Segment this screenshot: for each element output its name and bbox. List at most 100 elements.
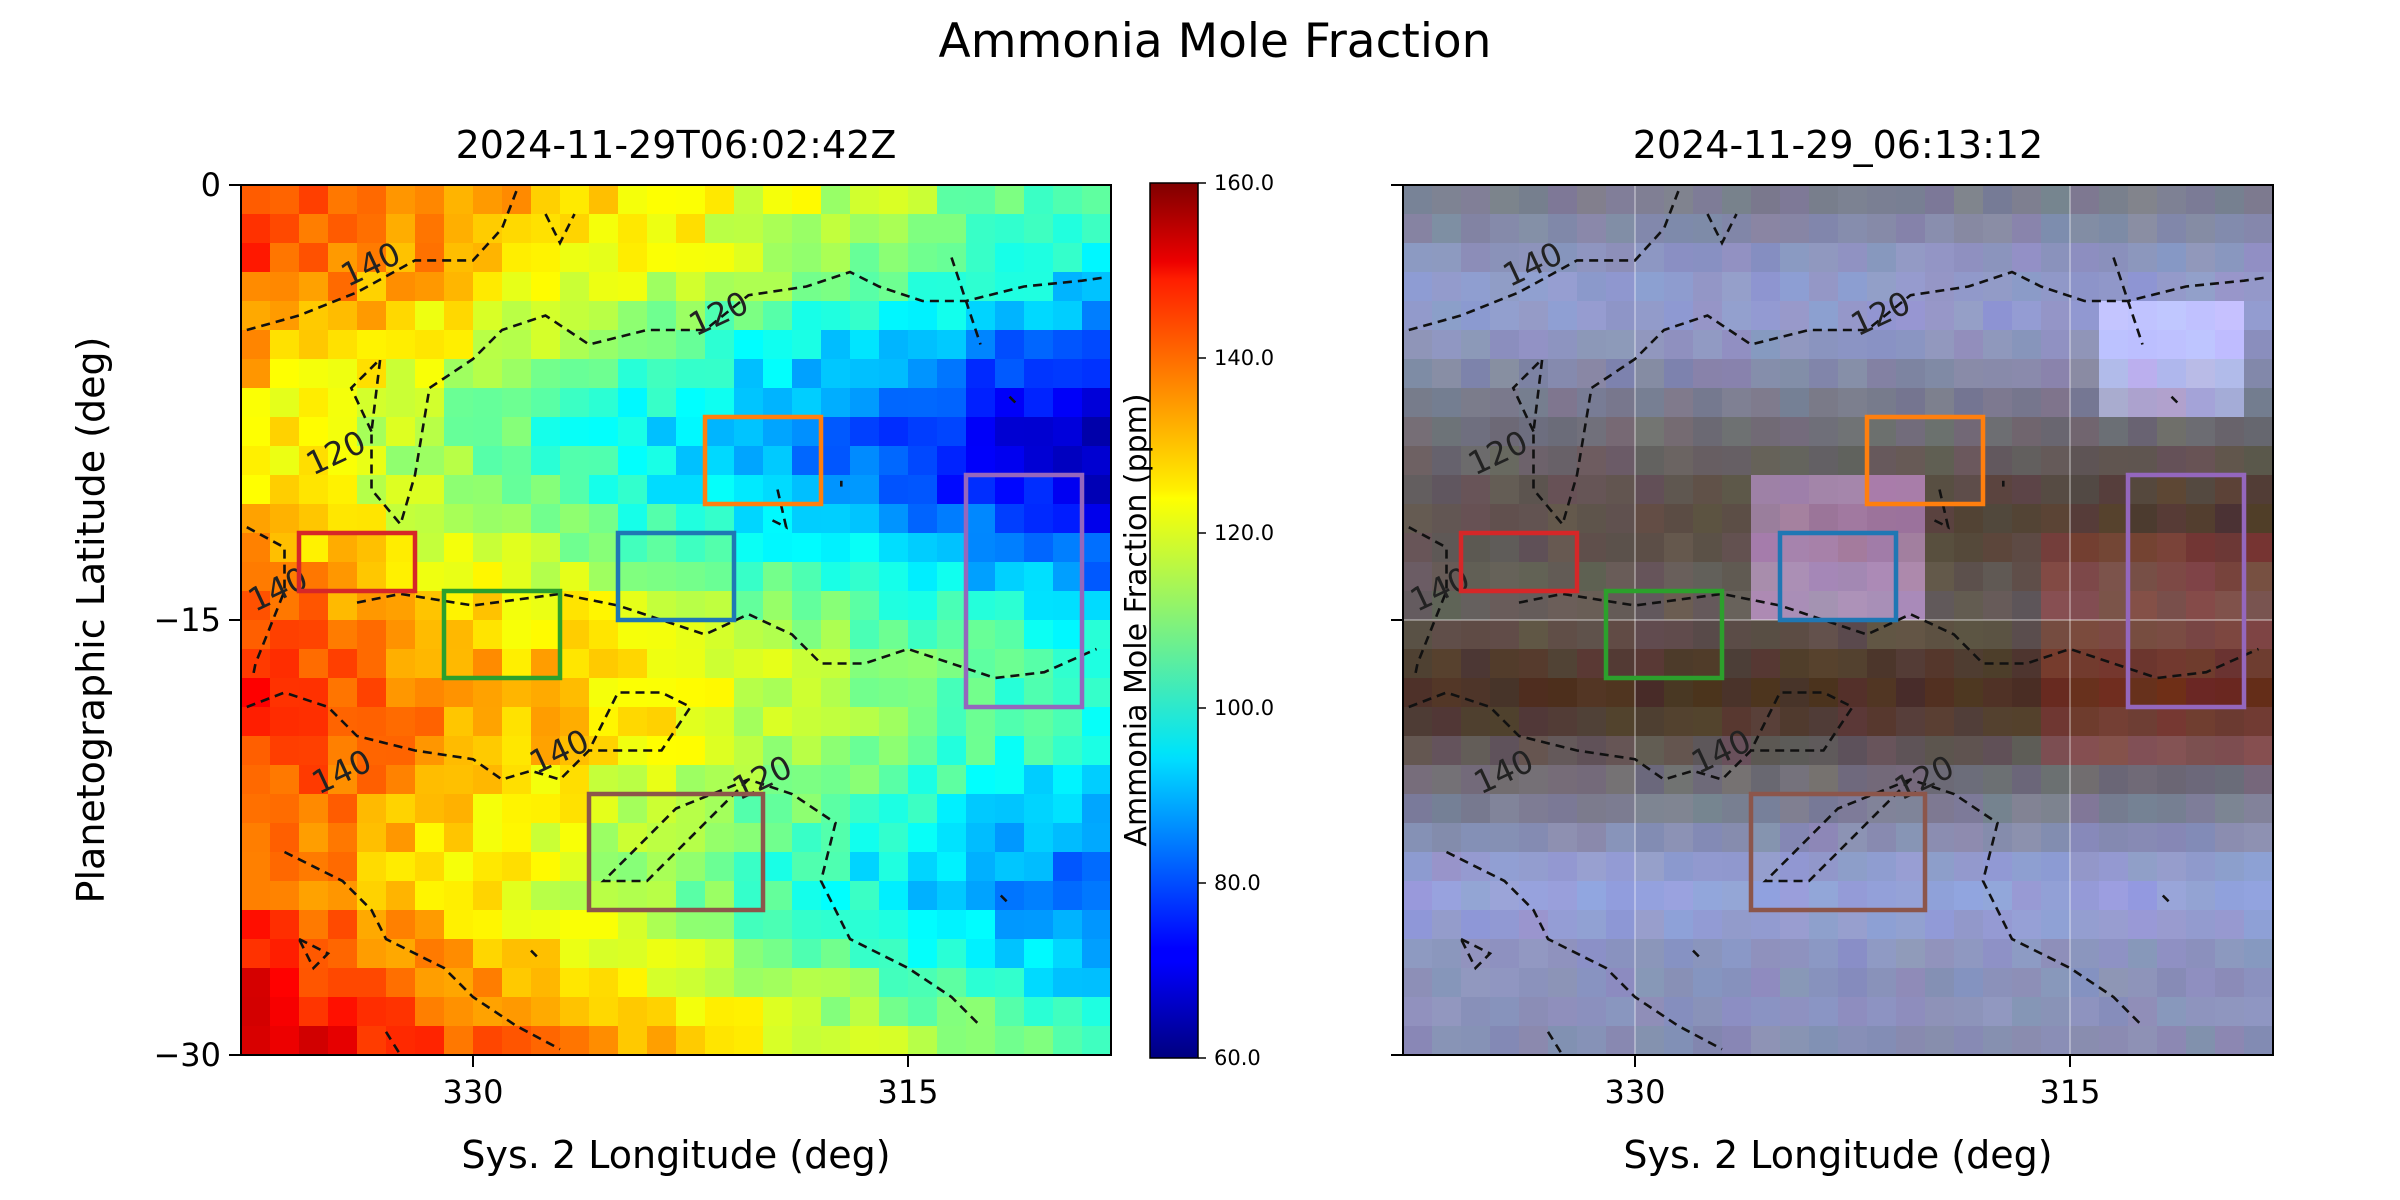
context-pixel — [1664, 707, 1694, 737]
context-pixel — [2012, 591, 2042, 621]
context-pixel — [1693, 910, 1723, 940]
heatmap-cell — [270, 359, 300, 389]
context-pixel — [1809, 359, 1839, 389]
heatmap-cell — [560, 330, 590, 360]
context-pixel — [1925, 185, 1955, 215]
context-pixel — [1809, 301, 1839, 331]
context-pixel — [1432, 765, 1462, 795]
heatmap-cell — [531, 446, 561, 476]
heatmap-cell — [879, 272, 909, 302]
heatmap-cell — [560, 214, 590, 244]
heatmap-cell — [937, 446, 967, 476]
context-pixel — [1664, 678, 1694, 708]
context-pixel — [2186, 475, 2216, 505]
context-pixel — [1432, 852, 1462, 882]
heatmap-cell — [241, 678, 271, 708]
heatmap-cell — [560, 997, 590, 1027]
heatmap-cell — [473, 475, 503, 505]
context-pixel — [1838, 185, 1868, 215]
context-pixel — [1519, 1026, 1549, 1055]
context-pixel — [2244, 823, 2273, 853]
heatmap-cell — [1053, 939, 1083, 969]
heatmap-cell — [357, 185, 387, 215]
context-pixel — [1577, 997, 1607, 1027]
heatmap-cell — [821, 707, 851, 737]
heatmap-cell — [966, 707, 996, 737]
context-pixel — [1490, 562, 1520, 592]
heatmap-cell — [821, 243, 851, 273]
heatmap-cell — [241, 330, 271, 360]
heatmap-cell — [821, 562, 851, 592]
context-pixel — [1751, 214, 1781, 244]
context-pixel — [2070, 214, 2100, 244]
context-pixel — [1809, 214, 1839, 244]
context-pixel — [2070, 939, 2100, 969]
y-tick-label: −30 — [153, 1036, 221, 1074]
context-pixel — [1461, 388, 1491, 418]
context-pixel — [2128, 765, 2158, 795]
context-pixel — [1635, 620, 1665, 650]
heatmap-cell — [647, 968, 677, 998]
heatmap-cell — [937, 997, 967, 1027]
heatmap-cell — [705, 417, 735, 447]
heatmap-cell — [1024, 330, 1054, 360]
heatmap-cell — [560, 968, 590, 998]
heatmap-cell — [966, 562, 996, 592]
heatmap-cell — [386, 214, 416, 244]
context-pixel — [2041, 997, 2071, 1027]
heatmap-cell — [676, 504, 706, 534]
heatmap-cell — [1024, 968, 1054, 998]
context-pixel — [1519, 852, 1549, 882]
heatmap-cell — [560, 881, 590, 911]
heatmap-cell — [734, 881, 764, 911]
context-pixel — [1519, 678, 1549, 708]
context-pixel — [1954, 446, 1984, 476]
context-pixel — [2157, 359, 2187, 389]
context-pixel — [1432, 649, 1462, 679]
context-pixel — [1461, 562, 1491, 592]
context-pixel — [1432, 823, 1462, 853]
context-pixel — [1896, 620, 1926, 650]
context-pixel — [1519, 794, 1549, 824]
heatmap-cell — [676, 736, 706, 766]
contour-line — [1692, 949, 1700, 958]
context-pixel — [2215, 591, 2245, 621]
region-box-red — [1458, 530, 1580, 594]
context-pixel — [1635, 214, 1665, 244]
heatmap-cell — [734, 852, 764, 882]
heatmap-cell — [386, 939, 416, 969]
heatmap-cell — [444, 997, 474, 1027]
context-pixel — [1780, 968, 1810, 998]
heatmap-cell — [1024, 910, 1054, 940]
heatmap-cell — [821, 678, 851, 708]
heatmap-cell — [676, 359, 706, 389]
context-pixel — [2244, 417, 2273, 447]
context-pixel — [2186, 823, 2216, 853]
context-pixel — [2215, 968, 2245, 998]
heatmap-cell — [328, 678, 358, 708]
context-pixel — [2215, 1026, 2245, 1055]
heatmap-cell — [415, 214, 445, 244]
heatmap-cell — [502, 852, 532, 882]
context-pixel — [2099, 330, 2129, 360]
heatmap-cell — [299, 881, 329, 911]
heatmap-cell — [1024, 939, 1054, 969]
context-pixel — [1780, 591, 1810, 621]
context-pixel — [1577, 881, 1607, 911]
heatmap-cell — [560, 649, 590, 679]
heatmap-cell — [1082, 707, 1111, 737]
heatmap-cell — [937, 968, 967, 998]
context-pixel — [1780, 881, 1810, 911]
context-pixel — [1751, 417, 1781, 447]
context-pixel — [1867, 910, 1897, 940]
context-pixel — [2099, 388, 2129, 418]
heatmap-cell — [850, 330, 880, 360]
heatmap-cell — [502, 678, 532, 708]
heatmap-cell — [328, 214, 358, 244]
context-pixel — [1403, 591, 1433, 621]
heatmap-cell — [415, 620, 445, 650]
heatmap-cell — [1053, 707, 1083, 737]
context-pixel — [1751, 620, 1781, 650]
heatmap-cell — [531, 417, 561, 447]
